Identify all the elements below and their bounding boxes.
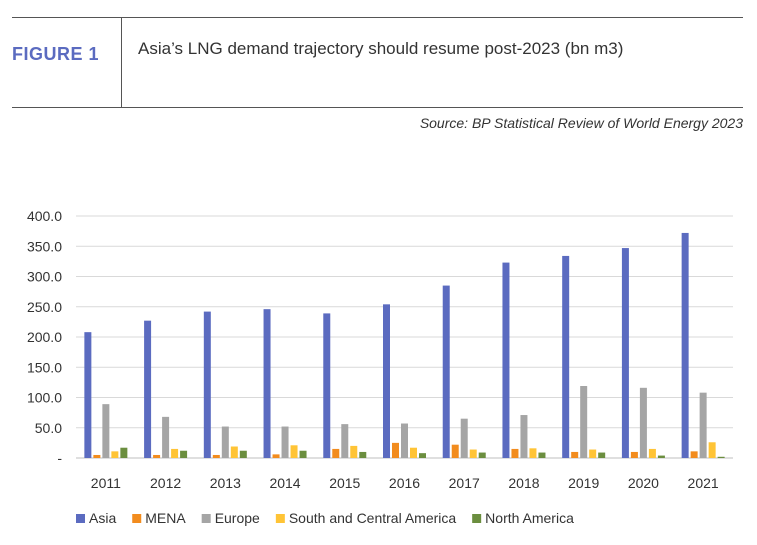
y-tick-label: 300.0	[27, 269, 62, 285]
bar-europe	[580, 386, 588, 458]
legend-swatch	[472, 514, 482, 523]
bar-asia	[562, 255, 570, 458]
bar-mena	[272, 454, 280, 458]
bar-asia	[323, 313, 331, 458]
bar-south-and-central-america	[230, 446, 238, 458]
bar-europe	[520, 415, 528, 458]
bar-north-america	[419, 453, 426, 458]
bar-south-and-central-america	[410, 447, 417, 458]
bar-europe	[401, 423, 408, 458]
bar-asia	[203, 311, 211, 458]
bar-europe	[281, 426, 289, 458]
y-tick-label: 400.0	[27, 208, 62, 224]
bar-mena	[332, 448, 340, 458]
bar-europe	[162, 416, 170, 458]
bar-south-and-central-america	[350, 445, 358, 458]
x-tick-label: 2019	[568, 475, 599, 491]
legend-label: North America	[485, 510, 574, 526]
bar-north-america	[657, 455, 665, 458]
x-tick-label: 2012	[150, 475, 181, 491]
x-tick-label: 2021	[688, 475, 719, 491]
bar-north-america	[359, 451, 367, 458]
legend-label: South and Central America	[289, 510, 457, 526]
bar-asia	[383, 304, 390, 458]
figure-title: Asia’s LNG demand trajectory should resu…	[138, 39, 624, 58]
bar-asia	[144, 320, 152, 458]
bar-mena	[451, 444, 459, 458]
legend-swatch	[76, 514, 85, 523]
bar-europe	[639, 387, 647, 458]
bar-north-america	[478, 452, 486, 458]
x-tick-label: 2020	[628, 475, 659, 491]
legend-swatch	[275, 514, 285, 523]
bar-mena	[690, 451, 698, 458]
bar-asia	[502, 262, 510, 458]
bar-mena	[511, 448, 519, 458]
figure-label: FIGURE 1	[12, 44, 100, 64]
bar-europe	[460, 418, 468, 458]
bar-europe	[221, 426, 229, 458]
bar-north-america	[598, 452, 606, 458]
bar-mena	[153, 454, 161, 458]
bar-north-america	[239, 450, 247, 458]
y-tick-label: 150.0	[27, 359, 62, 375]
y-tick-label: 200.0	[27, 329, 62, 345]
bar-europe	[102, 404, 110, 458]
bar-north-america	[120, 447, 128, 458]
bar-south-and-central-america	[648, 448, 656, 458]
bar-europe	[341, 424, 349, 458]
x-tick-label: 2016	[389, 475, 420, 491]
bar-asia	[442, 285, 450, 458]
bar-asia	[621, 248, 629, 458]
header-top-rule	[12, 17, 743, 18]
header-divider	[121, 17, 122, 107]
y-tick-label: -	[57, 450, 62, 466]
source-note: Source: BP Statistical Review of World E…	[419, 115, 743, 131]
y-tick-label: 50.0	[35, 420, 62, 436]
bar-south-and-central-america	[290, 445, 298, 458]
bar-north-america	[299, 450, 307, 458]
bar-south-and-central-america	[529, 448, 537, 458]
x-tick-label: 2018	[508, 475, 539, 491]
bar-south-and-central-america	[589, 449, 597, 458]
legend-label: Asia	[89, 510, 116, 526]
bar-mena	[630, 451, 638, 458]
bar-south-and-central-america	[708, 442, 716, 458]
x-tick-label: 2011	[91, 475, 121, 491]
x-tick-label: 2014	[269, 475, 300, 491]
bar-asia	[84, 332, 92, 458]
legend-swatch	[201, 514, 211, 523]
bar-north-america	[717, 456, 725, 458]
bar-mena	[392, 442, 399, 458]
bar-south-and-central-america	[171, 448, 179, 458]
legend-label: MENA	[145, 510, 186, 526]
bar-north-america	[180, 450, 188, 458]
bar-asia	[263, 309, 271, 458]
legend-label: Europe	[215, 510, 260, 526]
bar-europe	[699, 392, 707, 458]
y-tick-label: 350.0	[27, 238, 62, 254]
y-tick-label: 250.0	[27, 299, 62, 315]
bar-mena	[571, 451, 579, 458]
y-tick-label: 100.0	[27, 390, 62, 406]
header-bottom-rule	[12, 107, 743, 108]
bar-mena	[93, 454, 101, 458]
bar-south-and-central-america	[111, 451, 119, 458]
bar-asia	[681, 232, 689, 458]
bar-south-and-central-america	[469, 449, 477, 458]
x-tick-label: 2017	[449, 475, 480, 491]
x-tick-label: 2013	[210, 475, 241, 491]
bar-mena	[212, 454, 220, 458]
legend-swatch	[132, 514, 142, 523]
bar-north-america	[538, 452, 546, 458]
x-tick-label: 2015	[329, 475, 360, 491]
